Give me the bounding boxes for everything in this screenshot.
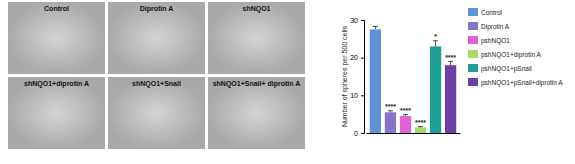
- legend: Control Diprotin A pshNQO1 pshNQO1+diprotin…: [468, 8, 563, 87]
- error-bar: [433, 41, 438, 47]
- legend-swatch: [468, 8, 478, 16]
- y-tick-label: 30: [350, 17, 358, 24]
- error-bar: [403, 115, 408, 117]
- y-tick-mark: [361, 58, 364, 59]
- micrograph: [108, 77, 205, 149]
- y-tick-mark: [361, 133, 364, 134]
- panel-label: shNQO1: [242, 5, 270, 13]
- y-tick: 0: [354, 130, 364, 137]
- y-axis-line: [361, 21, 365, 134]
- micrograph: [208, 2, 305, 74]
- y-axis-title: Number of spheres per 500 cells: [341, 25, 349, 127]
- legend-label: pshNQO1+pSnail+diprotin A: [481, 79, 563, 87]
- legend-swatch: [468, 22, 478, 30]
- significance: ****: [445, 54, 456, 61]
- y-tick-label: 0: [354, 130, 358, 137]
- error-bar: [373, 26, 378, 29]
- y-tick-label: 20: [350, 54, 358, 61]
- bar: [415, 127, 426, 133]
- x-axis: [367, 133, 461, 134]
- bar: [400, 116, 411, 133]
- legend-swatch: [468, 78, 478, 86]
- panel-label: shNQO1+Snail+ diprotin A: [213, 80, 301, 88]
- image-panels: Control Diprotin A shNQO1 shNQO1+diprotin A…: [8, 2, 305, 149]
- y-tick: 10: [350, 92, 364, 99]
- legend-swatch: [468, 36, 478, 44]
- y-tick-mark: [361, 20, 364, 21]
- panel-label: Diprotin A: [140, 5, 174, 13]
- bar: [430, 46, 441, 133]
- significance: ****: [400, 107, 411, 114]
- significance: *: [434, 33, 437, 40]
- legend-swatch: [468, 50, 478, 58]
- bar: [445, 65, 456, 133]
- y-tick: 20: [350, 54, 364, 61]
- micrograph: [8, 2, 105, 74]
- micrograph: [208, 77, 305, 149]
- figure: Control Diprotin A shNQO1 shNQO1+diprotin A…: [0, 0, 575, 164]
- bar: [385, 112, 396, 133]
- legend-label: pshNQO1: [481, 37, 510, 45]
- x-axis-line: [367, 133, 461, 134]
- y-axis: 0 10 20 30: [350, 17, 364, 137]
- micrograph: [8, 77, 105, 149]
- error-bar: [388, 111, 393, 113]
- significance: ****: [385, 103, 396, 110]
- legend-swatch: [468, 64, 478, 72]
- micrograph: [108, 2, 205, 74]
- bars: [370, 26, 456, 133]
- legend-label: Diprotin A: [481, 23, 510, 31]
- legend-label: pshNQO1+diprotin A: [481, 51, 541, 59]
- y-tick-label: 10: [350, 92, 358, 99]
- panel-label: shNQO1+diprotin A: [24, 80, 89, 88]
- legend-label: pshNQO1+pSnail: [481, 65, 532, 73]
- panel-label: shNQO1+Snail: [132, 80, 181, 88]
- significance: ****: [415, 119, 426, 126]
- error-bar: [418, 126, 423, 128]
- bar: [370, 29, 381, 133]
- y-tick-mark: [361, 95, 364, 96]
- panel-label: Control: [44, 5, 69, 12]
- error-bar: [448, 61, 453, 65]
- y-tick: 30: [350, 17, 364, 24]
- legend-label: Control: [481, 9, 503, 16]
